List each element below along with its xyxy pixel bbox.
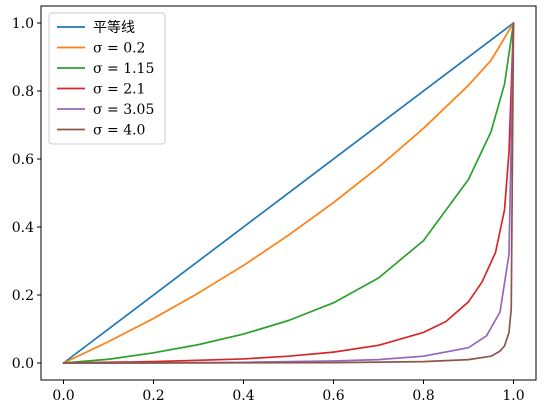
y-tick-label: 0.2	[12, 288, 34, 304]
series-line-2	[62, 22, 515, 364]
x-tick-label: 0.2	[142, 388, 164, 404]
legend-label-4: σ = 3.05	[93, 102, 154, 118]
x-tick-label: 1.0	[502, 388, 524, 404]
series-line-0	[62, 22, 515, 364]
legend-label-3: σ = 2.1	[93, 82, 145, 98]
legend: 平等线 σ = 0.2 σ = 1.15 σ = 2.1 σ = 3.05 σ = 4.0	[48, 12, 166, 145]
series-line-5	[62, 22, 515, 364]
legend-label-2: σ = 1.15	[93, 61, 154, 77]
y-tick-label: 0.4	[12, 220, 34, 236]
series-line-1	[62, 22, 515, 364]
y-tick-label: 0.8	[12, 84, 34, 100]
y-tick-label: 0.0	[12, 356, 34, 372]
legend-label-0: 平等线	[93, 19, 135, 36]
legend-box	[48, 12, 166, 145]
legend-label-5: σ = 4.0	[93, 123, 145, 139]
x-tick-label: 0.8	[412, 388, 434, 404]
y-tick-label: 1.0	[12, 16, 34, 32]
x-tick-label: 0.0	[52, 388, 74, 404]
series-line-3	[62, 22, 515, 364]
x-tick-label: 0.6	[322, 388, 344, 404]
y-tick-label: 0.6	[12, 152, 34, 168]
x-tick-label: 0.4	[232, 388, 254, 404]
legend-label-1: σ = 0.2	[93, 41, 145, 57]
